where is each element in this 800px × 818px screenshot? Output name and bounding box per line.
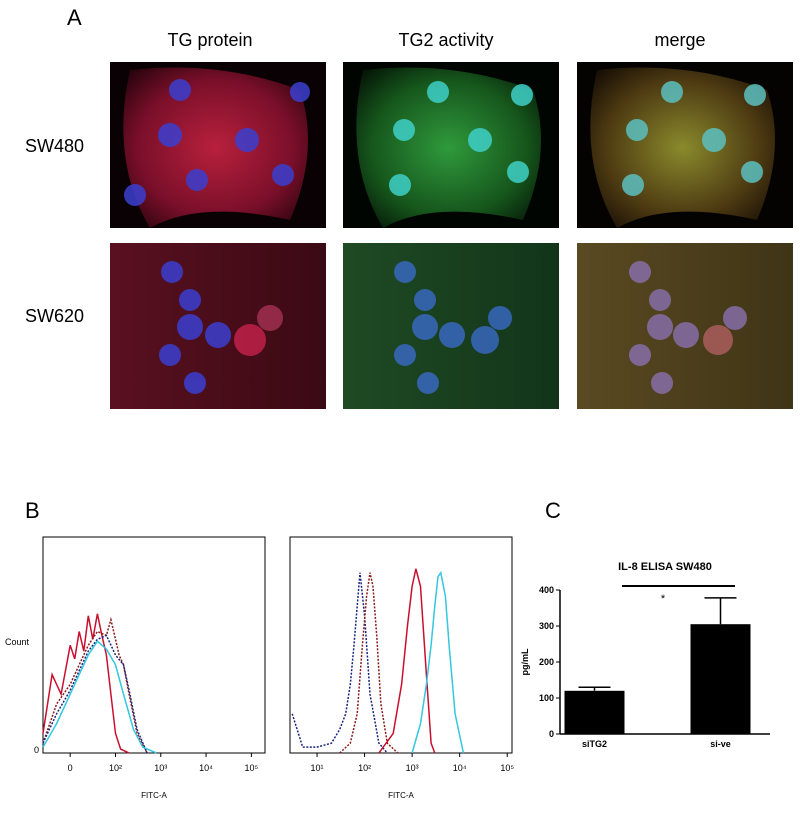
plot-frame xyxy=(289,536,513,754)
micrographs xyxy=(110,62,793,409)
x-tick-label: siTG2 xyxy=(582,739,607,749)
x-axis-label: FITC-A xyxy=(141,791,167,800)
bar xyxy=(690,624,751,734)
panel-label: C xyxy=(545,498,561,523)
x-tick-label: 10⁵ xyxy=(244,763,258,773)
column-title: TG2 activity xyxy=(398,30,493,50)
x-tick-label: 0 xyxy=(68,763,73,773)
x-tick-label: 10² xyxy=(358,763,371,773)
x-tick-label: 10¹ xyxy=(311,763,324,773)
y-tick-label: 400 xyxy=(539,585,554,595)
histogram-line xyxy=(339,572,399,754)
x-tick-label: 10² xyxy=(109,763,122,773)
histogram-line xyxy=(411,570,465,754)
annotation: * xyxy=(661,593,666,605)
y-tick-label: 300 xyxy=(539,621,554,631)
x-tick-label: 10⁴ xyxy=(199,763,213,773)
error-bar xyxy=(578,686,611,691)
x-axis-label: FITC-A xyxy=(388,791,414,800)
bar xyxy=(564,690,625,734)
plot-frame xyxy=(42,536,266,754)
histogram-line xyxy=(42,634,148,754)
row-label: SW620 xyxy=(25,306,84,326)
panel-label: B xyxy=(25,498,40,523)
panel-label: A xyxy=(67,5,82,30)
histogram-line xyxy=(42,616,148,754)
row-label: SW480 xyxy=(25,136,84,156)
histogram-line xyxy=(42,640,157,754)
y-axis-label: Count xyxy=(5,637,30,647)
y-tick-label: 100 xyxy=(539,693,554,703)
x-tick-label: 10⁴ xyxy=(453,763,467,773)
y-axis-label: pg/mL xyxy=(520,648,530,675)
x-tick-label: si-ve xyxy=(710,739,731,749)
x-tick-label: 10⁵ xyxy=(500,763,514,773)
column-title: merge xyxy=(654,30,705,50)
x-tick-label: 10³ xyxy=(406,763,419,773)
histogram-line xyxy=(291,572,388,754)
chart-title: IL-8 ELISA SW480 xyxy=(618,561,712,573)
error-bar xyxy=(704,597,737,625)
column-title: TG protein xyxy=(167,30,252,50)
histogram-line xyxy=(42,613,130,754)
y-tick-label: 0 xyxy=(549,729,554,739)
x-tick-label: 10³ xyxy=(154,763,167,773)
y-tick-label: 0 xyxy=(34,745,39,755)
cell xyxy=(123,67,308,228)
y-tick-label: 200 xyxy=(539,657,554,667)
histogram-line xyxy=(378,568,436,754)
